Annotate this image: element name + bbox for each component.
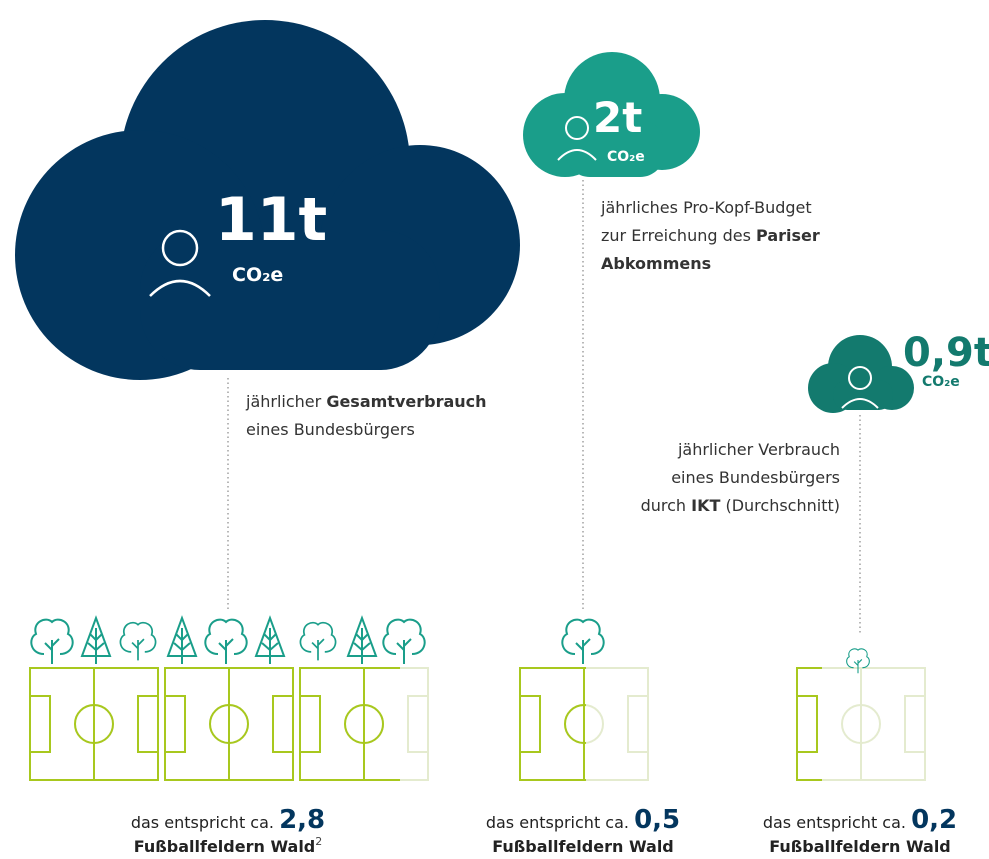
field-box xyxy=(628,696,648,752)
footer-label: Fußballfeldern Wald xyxy=(492,837,674,856)
description-part: durch xyxy=(641,496,692,515)
description: jährlicher Gesamtverbrauch xyxy=(245,392,487,411)
tree-icon xyxy=(168,618,196,664)
tree-icon xyxy=(348,618,376,664)
description-part: Gesamtverbrauch xyxy=(326,392,486,411)
description: jährlicher Verbrauch xyxy=(677,440,840,459)
field-box xyxy=(408,696,428,752)
footer-prefix: das entspricht ca. xyxy=(763,813,911,832)
amount: 0,9t xyxy=(903,330,989,376)
field-box xyxy=(408,696,428,752)
amount: 2t xyxy=(593,93,642,142)
tree-icon xyxy=(256,618,284,664)
amount: 11t xyxy=(215,185,327,255)
football-field xyxy=(165,668,293,780)
description-part: Abkommens xyxy=(601,254,711,273)
tree-icon xyxy=(300,623,335,661)
footer-number: 2,8 xyxy=(279,805,325,835)
footer-number: 0,5 xyxy=(634,805,680,835)
field-box xyxy=(138,696,158,752)
tree-trunk xyxy=(219,639,233,664)
tree-icon xyxy=(383,620,424,664)
description-part: jährlicher xyxy=(245,392,326,411)
field-box xyxy=(797,696,817,752)
field-box xyxy=(30,696,50,752)
description: durch IKT (Durchschnitt) xyxy=(641,496,840,515)
description-part: eines Bundesbürgers xyxy=(246,420,415,439)
tree-trunk xyxy=(397,639,411,664)
field-box xyxy=(273,696,293,752)
field-box xyxy=(300,696,320,752)
field-box xyxy=(165,696,185,752)
description: zur Erreichung des Pariser xyxy=(601,226,820,245)
footer-line: Fußballfeldern Wald xyxy=(492,837,674,856)
footer-line: Fußballfeldern Wald xyxy=(769,837,951,856)
footer-line: das entspricht ca. 2,8 xyxy=(131,805,325,835)
description: eines Bundesbürgers xyxy=(246,420,415,439)
description-part: jährliches Pro-Kopf-Budget xyxy=(600,198,812,217)
field-box xyxy=(520,696,540,752)
field-box xyxy=(520,696,540,752)
field-box xyxy=(300,696,320,752)
description-part: jährlicher Verbrauch xyxy=(677,440,840,459)
tree-trunk xyxy=(312,639,324,660)
description-part: Pariser xyxy=(756,226,820,245)
footer-line: das entspricht ca. 0,2 xyxy=(763,805,957,835)
cloud-small xyxy=(808,335,914,413)
field-box xyxy=(273,696,293,752)
field-box xyxy=(138,696,158,752)
tree-icon xyxy=(31,620,72,664)
footer-line: das entspricht ca. 0,5 xyxy=(486,805,680,835)
description-part: zur Erreichung des xyxy=(601,226,756,245)
field-box xyxy=(905,696,925,752)
infographic: 11t CO₂e jährlicher Gesamtverbrauch eines B… xyxy=(0,0,989,859)
description: eines Bundesbürgers xyxy=(671,468,840,487)
amount-unit: CO₂e xyxy=(232,264,283,286)
description: jährliches Pro-Kopf-Budget xyxy=(600,198,812,217)
footer-line: Fußballfeldern Wald2 xyxy=(134,835,323,856)
football-field xyxy=(30,668,158,780)
tree-trunk xyxy=(45,639,59,664)
description-part: (Durchschnitt) xyxy=(720,496,840,515)
field-box xyxy=(628,696,648,752)
tree-trunk xyxy=(576,639,590,664)
footer-number: 0,2 xyxy=(911,805,957,835)
footer-prefix: das entspricht ca. xyxy=(131,813,279,832)
tree-icon xyxy=(562,620,603,664)
description-part: eines Bundesbürgers xyxy=(671,468,840,487)
amount-unit: CO₂e xyxy=(607,149,645,165)
tree-icon xyxy=(120,623,155,661)
footnote: 2 xyxy=(315,835,322,848)
description: Abkommens xyxy=(601,254,711,273)
tree-icon xyxy=(82,618,110,664)
amount-unit: CO₂e xyxy=(922,374,960,390)
field-box xyxy=(30,696,50,752)
tree-icon xyxy=(847,649,870,673)
tree-icon xyxy=(205,620,246,664)
footer-label: Fußballfeldern Wald xyxy=(134,837,316,856)
footer-prefix: das entspricht ca. xyxy=(486,813,634,832)
description-part: IKT xyxy=(691,496,720,515)
footer-label: Fußballfeldern Wald xyxy=(769,837,951,856)
field-box xyxy=(905,696,925,752)
field-box xyxy=(797,696,817,752)
tree-trunk xyxy=(132,639,144,660)
field-box xyxy=(165,696,185,752)
